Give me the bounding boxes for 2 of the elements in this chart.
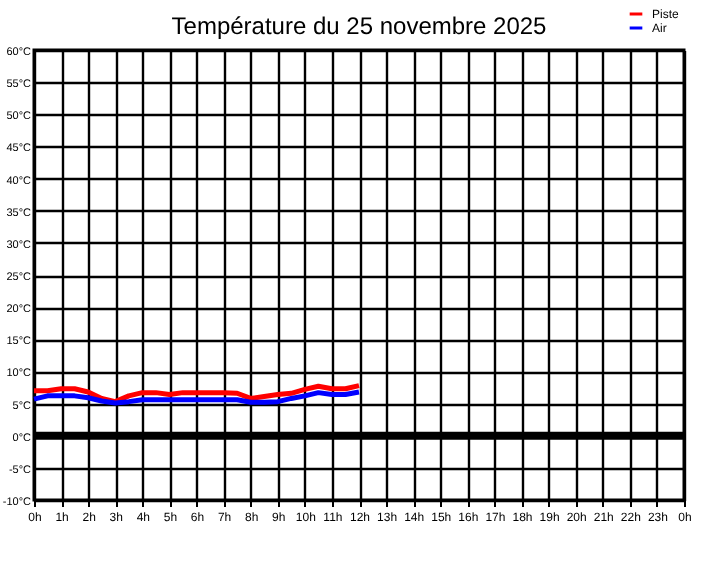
line-series <box>31 383 362 405</box>
chart-title: Température du 25 novembre 2025 <box>171 12 548 40</box>
